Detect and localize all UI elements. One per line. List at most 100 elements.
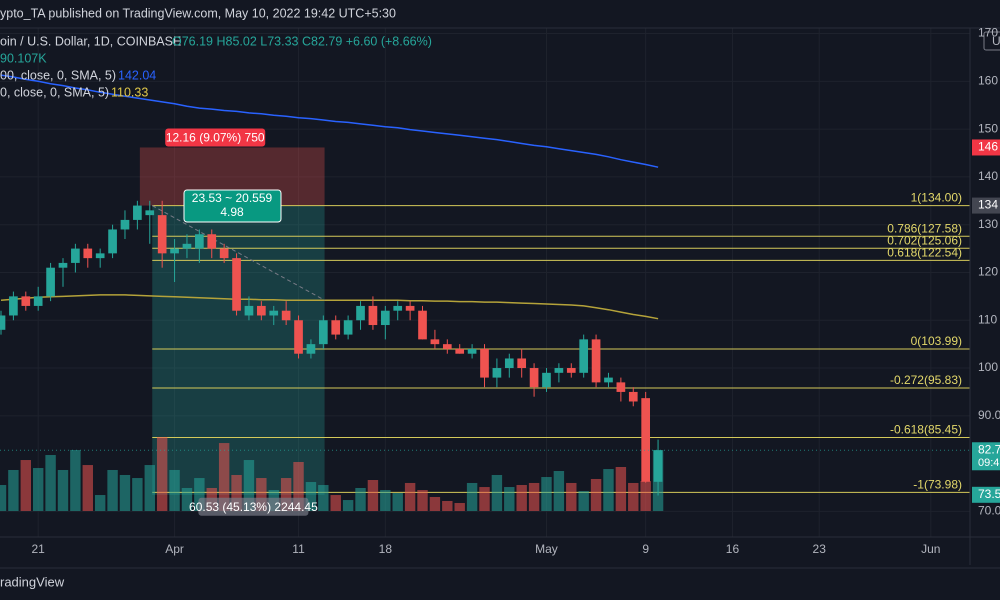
fib-label: -0.272(95.83) — [890, 373, 962, 387]
volume-bar — [45, 455, 56, 511]
volume-bar — [355, 487, 366, 511]
volume-bar — [640, 481, 651, 511]
volume-bar — [615, 467, 627, 511]
scale-button-label[interactable]: U — [992, 34, 1000, 48]
y-tick-label: 170 — [978, 26, 998, 40]
volume-bar — [144, 465, 155, 511]
candle-body — [306, 344, 316, 354]
price-tag-label: 134 — [978, 198, 998, 212]
candle-body — [653, 450, 663, 482]
candle-body — [207, 234, 217, 249]
stop-label-box — [165, 128, 266, 147]
volume-bar — [404, 482, 416, 511]
fib-label: -1(73.98) — [913, 478, 962, 492]
y-tick-label: 160 — [978, 74, 998, 88]
price-tag-label: 73.5 — [978, 487, 1000, 501]
candle-body — [157, 215, 167, 254]
volume-bar — [342, 500, 354, 511]
candle-body — [628, 391, 638, 402]
volume-bar — [578, 491, 589, 511]
y-tick-label: 130 — [978, 217, 998, 231]
trend-dash — [152, 205, 325, 301]
volume-bar — [541, 477, 552, 511]
fib-label: -0.618(85.45) — [890, 423, 962, 437]
candle-body — [380, 310, 390, 326]
candle-body — [554, 368, 564, 373]
candle-body — [294, 320, 303, 354]
price-tag-label: 146 — [978, 140, 998, 154]
plot-area: 1(134.00) 0.786(127.58)0.702(125.06)0.618… — [0, 28, 970, 537]
volume-bar — [70, 450, 81, 511]
candle-body — [442, 344, 452, 349]
y-tick-label: 70.00 — [978, 504, 1000, 518]
volume-bar — [57, 469, 69, 511]
sma200-value: 142.04 — [118, 68, 156, 82]
candle-body — [579, 339, 589, 373]
candle-body — [257, 305, 266, 316]
candle-body — [46, 267, 55, 297]
candle-body — [405, 305, 415, 311]
ohlc: O76.19 H85.02 L73.33 C82.79 +6.60 (+8.66… — [172, 34, 432, 48]
volume-bar — [218, 443, 230, 511]
x-tick-label: 18 — [379, 542, 393, 556]
candle-body — [232, 258, 241, 311]
candle-body — [95, 253, 105, 259]
candle-body — [182, 243, 192, 249]
volume-bar — [392, 492, 403, 511]
volume-bar — [82, 465, 93, 511]
price-tag-sub: 09:4 — [978, 457, 999, 469]
candle-body — [604, 377, 613, 383]
volume-legend: 90.107K — [0, 51, 47, 65]
volume-bar — [169, 469, 180, 511]
brand: radingView — [0, 574, 65, 589]
x-tick-label: May — [535, 542, 558, 556]
sma200-line — [0, 74, 659, 168]
x-tick-label: Jun — [921, 542, 940, 556]
volume-bar — [553, 470, 565, 511]
volume-bar — [256, 478, 267, 511]
candle-body — [71, 248, 80, 263]
candle-body — [616, 382, 626, 392]
candle-body — [393, 305, 403, 311]
candle-body — [219, 248, 229, 259]
candle-body — [517, 358, 527, 369]
candle-body — [318, 320, 328, 345]
candle-body — [170, 248, 179, 254]
volume-bar — [603, 469, 614, 511]
volume-bar — [454, 503, 465, 511]
candle-body — [492, 368, 502, 378]
volume-bar — [181, 487, 193, 511]
sma50-legend: 0, close, 0, SMA, 5) — [0, 85, 109, 99]
volume-bar — [479, 487, 490, 511]
price-tag — [972, 197, 1000, 214]
volume-bar — [231, 474, 242, 511]
y-tick-label: 90.00 — [978, 408, 1000, 422]
candle-body — [368, 305, 378, 326]
info-box — [183, 189, 282, 223]
candle-body — [9, 296, 18, 316]
y-tick-label: 100 — [978, 360, 998, 374]
volume-bar — [32, 468, 44, 511]
price-tag — [972, 442, 1000, 471]
candle-body — [343, 320, 353, 335]
candle-body — [430, 339, 440, 345]
stop-label: 12.16 (9.07%) 750 — [166, 131, 265, 145]
target-label-box — [198, 497, 309, 516]
volume-bar — [466, 482, 478, 511]
volume-bar — [94, 495, 106, 511]
candle-body — [591, 339, 601, 383]
candle-body — [83, 248, 93, 259]
candle-body — [542, 372, 551, 388]
volume-bar — [156, 437, 168, 511]
x-tick-label: 21 — [32, 542, 46, 556]
bottom-bar — [0, 568, 1000, 600]
scale-button[interactable] — [983, 31, 1000, 51]
y-tick-label: 150 — [978, 121, 998, 135]
top-bar — [0, 0, 1000, 28]
candle-body — [641, 398, 651, 482]
fib-label: 0.786(127.58) — [887, 221, 962, 235]
volume-bar — [491, 474, 503, 511]
publisher: ypto_TA published on TradingView.com, Ma… — [0, 6, 396, 20]
candle-body — [269, 310, 279, 316]
